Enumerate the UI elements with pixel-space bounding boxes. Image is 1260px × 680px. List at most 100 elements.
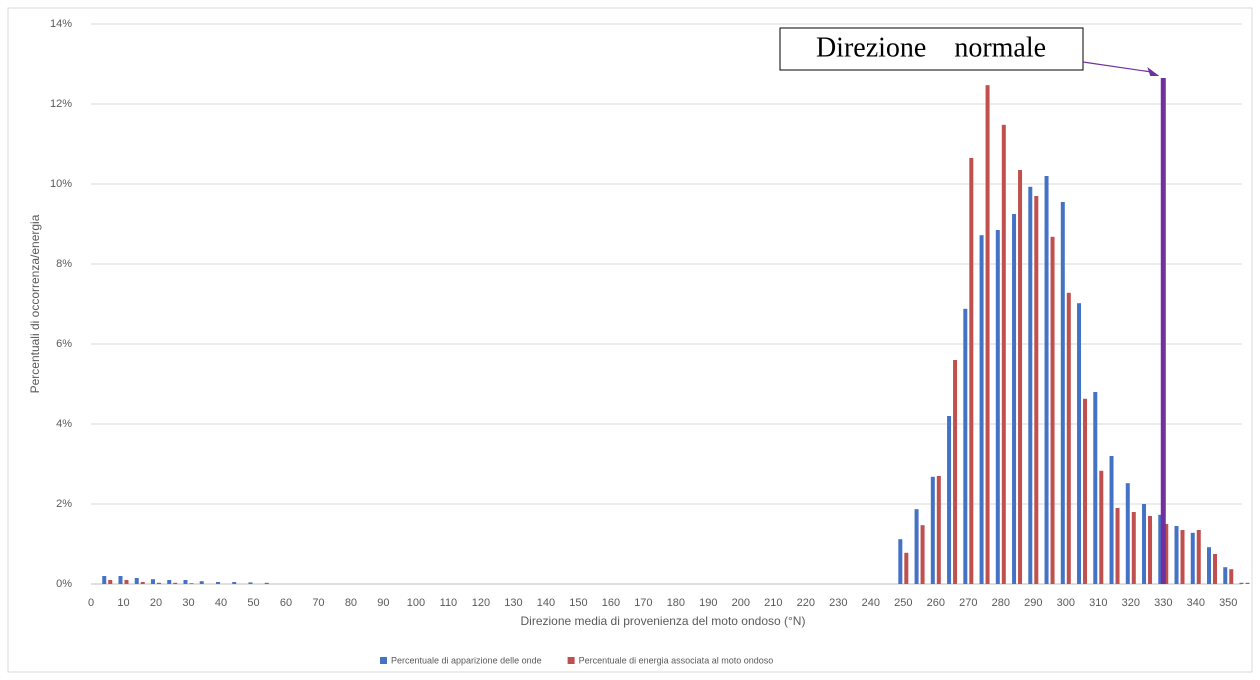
x-tick-label: 300 xyxy=(1057,597,1075,609)
annotation-arrow xyxy=(1082,61,1152,73)
x-tick-label: 100 xyxy=(407,597,425,609)
bar xyxy=(914,509,919,584)
bar xyxy=(1083,398,1088,584)
bar xyxy=(936,476,941,584)
x-tick-label: 60 xyxy=(280,597,292,609)
legend-label: Percentuale di apparizione delle onde xyxy=(391,655,542,665)
x-tick-label: 280 xyxy=(992,597,1010,609)
bar xyxy=(173,582,178,584)
annotation-text: Direzione normale xyxy=(816,32,1046,63)
x-tick-label: 250 xyxy=(894,597,912,609)
bar xyxy=(1115,508,1120,584)
x-tick-label: 230 xyxy=(829,597,847,609)
bar xyxy=(1060,202,1065,584)
x-tick-label: 40 xyxy=(215,597,227,609)
bar xyxy=(108,580,113,584)
bar xyxy=(199,581,204,584)
bar xyxy=(1196,530,1201,584)
y-tick-label: 0% xyxy=(56,578,72,590)
x-tick-label: 200 xyxy=(732,597,750,609)
bar xyxy=(1034,196,1039,584)
annotation-arrowhead xyxy=(1147,67,1160,76)
bar xyxy=(167,580,172,584)
x-tick-label: 140 xyxy=(537,597,555,609)
bar xyxy=(1158,514,1163,584)
bar xyxy=(1148,516,1153,584)
bar xyxy=(232,582,237,584)
x-tick-label: 110 xyxy=(440,597,458,609)
bar xyxy=(183,580,188,584)
y-tick-label: 14% xyxy=(50,18,72,30)
bar xyxy=(1050,236,1055,585)
x-tick-label: 20 xyxy=(150,597,162,609)
bar xyxy=(264,582,269,584)
bar xyxy=(963,308,968,584)
bar xyxy=(156,582,161,584)
legend-swatch xyxy=(380,657,387,664)
x-tick-label: 330 xyxy=(1154,597,1172,609)
x-tick-label: 220 xyxy=(797,597,815,609)
bar xyxy=(150,579,155,584)
bar xyxy=(189,583,194,584)
x-tick-label: 10 xyxy=(117,597,129,609)
bar xyxy=(1125,483,1130,584)
bar xyxy=(134,578,139,584)
bar xyxy=(1012,214,1017,584)
bar xyxy=(1028,186,1033,585)
bar xyxy=(1044,176,1049,584)
x-tick-label: 260 xyxy=(927,597,945,609)
bar xyxy=(1180,530,1185,584)
x-tick-label: 50 xyxy=(247,597,259,609)
bar xyxy=(995,230,1000,584)
x-tick-label: 160 xyxy=(602,597,620,609)
x-tick-label: 350 xyxy=(1219,597,1237,609)
x-tick-label: 320 xyxy=(1122,597,1140,609)
y-tick-label: 2% xyxy=(56,498,72,510)
y-tick-label: 8% xyxy=(56,258,72,270)
bar xyxy=(904,552,909,584)
bar xyxy=(969,158,974,584)
bar xyxy=(898,539,903,584)
legend-swatch xyxy=(567,657,575,664)
x-tick-label: 120 xyxy=(472,597,490,609)
bar xyxy=(1142,504,1147,584)
bar xyxy=(947,416,952,584)
bar xyxy=(1093,392,1098,584)
bar xyxy=(920,525,925,584)
x-tick-label: 0 xyxy=(88,597,94,609)
bar xyxy=(1131,512,1136,584)
y-tick-label: 12% xyxy=(50,98,72,110)
bar xyxy=(1223,567,1228,584)
y-tick-label: 6% xyxy=(56,338,72,350)
bar xyxy=(1077,303,1082,584)
bar xyxy=(1207,547,1212,584)
x-tick-label: 340 xyxy=(1187,597,1205,609)
bar xyxy=(1239,582,1244,584)
x-tick-label: 190 xyxy=(699,597,717,609)
x-tick-label: 180 xyxy=(667,597,685,609)
bar xyxy=(979,235,984,584)
bar xyxy=(124,580,129,584)
x-tick-label: 310 xyxy=(1089,597,1107,609)
bar xyxy=(102,576,107,584)
x-tick-label: 170 xyxy=(634,597,652,609)
x-tick-label: 270 xyxy=(959,597,977,609)
bar xyxy=(1229,569,1234,584)
annotation-box xyxy=(779,27,1084,71)
bar xyxy=(1109,456,1114,584)
bar xyxy=(140,582,145,584)
bar xyxy=(1213,554,1218,584)
bar xyxy=(1099,470,1104,584)
x-tick-label: 290 xyxy=(1024,597,1042,609)
x-tick-label: 70 xyxy=(312,597,324,609)
bar xyxy=(248,582,253,584)
bar xyxy=(953,360,958,584)
x-tick-label: 30 xyxy=(182,597,194,609)
legend-label: Percentuale di energia associata al moto… xyxy=(579,655,774,665)
bar xyxy=(1066,292,1071,584)
bar xyxy=(1018,170,1023,584)
chart-frame xyxy=(7,7,1253,673)
bar xyxy=(1164,524,1169,584)
x-tick-label: 150 xyxy=(569,597,587,609)
